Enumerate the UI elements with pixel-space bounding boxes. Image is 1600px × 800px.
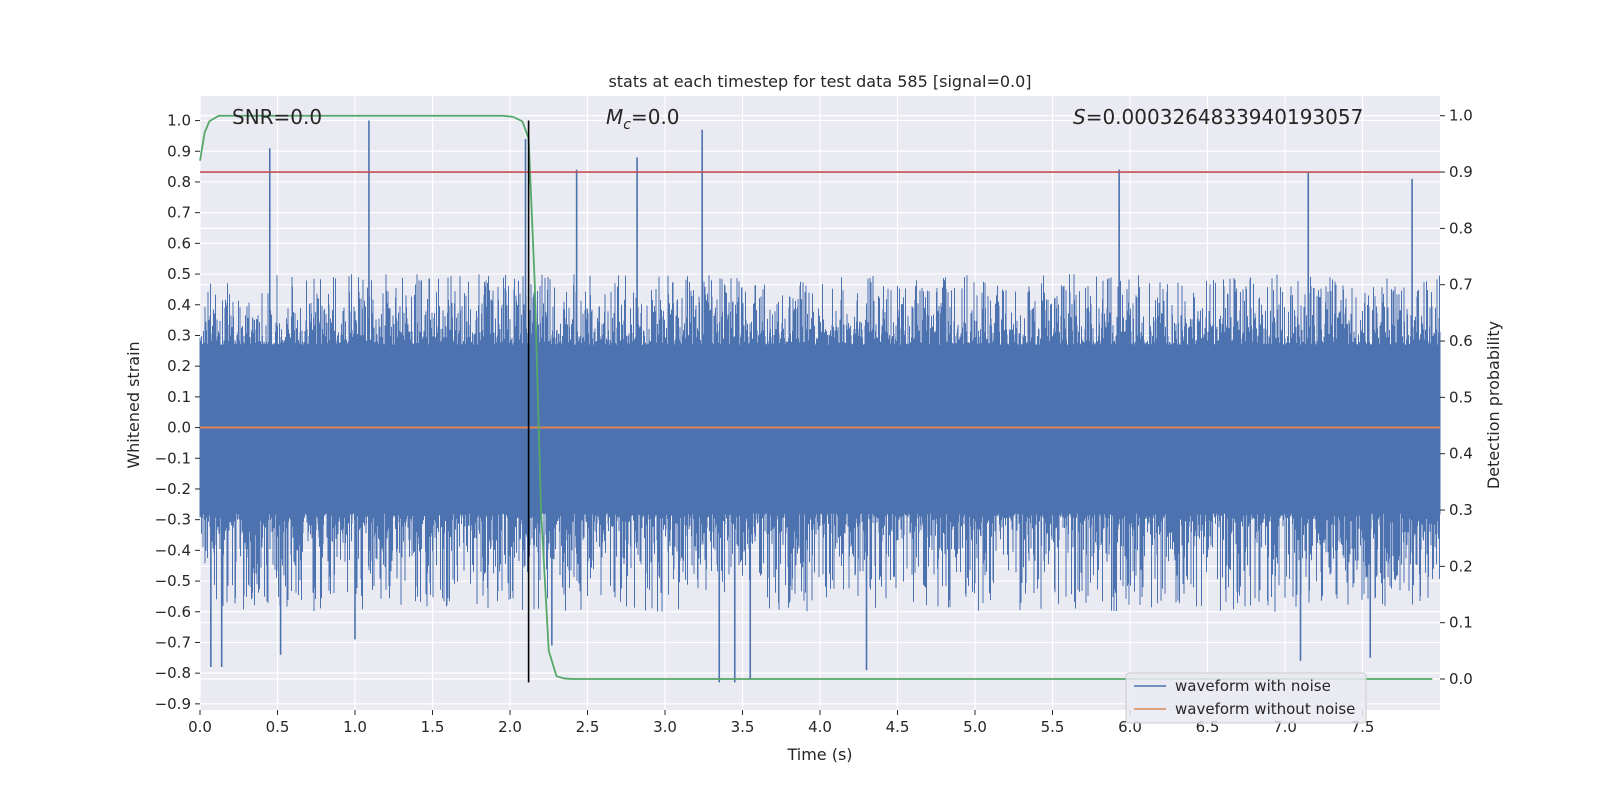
- y2-tick-label-7: 0.3: [1449, 501, 1473, 519]
- y-tick-label-10: 0.0: [167, 419, 191, 437]
- snr-annotation: SNR=0.0: [232, 105, 322, 129]
- x-tick-label-5: 2.5: [576, 718, 600, 736]
- series-waveform-with-noise: [199, 120, 1441, 683]
- y-tick-label-3: 0.7: [167, 204, 191, 222]
- x-tick-label-11: 5.5: [1041, 718, 1065, 736]
- legend-label-waveform-with-noise: waveform with noise: [1175, 677, 1331, 695]
- y-tick-label-13: −0.3: [155, 511, 191, 529]
- x-tick-label-6: 3.0: [653, 718, 677, 736]
- y2-tick-label-10: 0.0: [1449, 670, 1473, 688]
- x-tick-label-3: 1.5: [421, 718, 445, 736]
- x-tick-label-2: 1.0: [343, 718, 367, 736]
- y-tick-label-9: 0.1: [167, 388, 191, 406]
- legend-label-waveform-without-noise: waveform without noise: [1175, 700, 1355, 718]
- y-tick-label-0: 1.0: [167, 112, 191, 130]
- y-tick-label-15: −0.5: [155, 572, 191, 590]
- legend: waveform with noise waveform without noi…: [1125, 672, 1367, 724]
- probability-trace: [199, 114, 1433, 680]
- x-tick-label-4: 2.0: [498, 718, 522, 736]
- y-tick-label-4: 0.6: [167, 234, 191, 252]
- y-tick-label-17: −0.7: [155, 633, 191, 651]
- y2-axis-ticks: 1.0 0.9 0.8 0.7 0.6 0.5 0.4 0.3 0.2 0.1 0.0: [1440, 107, 1473, 688]
- y-axis-ticks: 1.0 0.9 0.8 0.7 0.6 0.5 0.4 0.3 0.2 0.1 0.0 −0.1 −0.…: [155, 112, 200, 713]
- x-tick-label-1: 0.5: [266, 718, 290, 736]
- x-tick-label-9: 4.5: [886, 718, 910, 736]
- y-tick-label-6: 0.4: [167, 296, 191, 314]
- x-axis-label: Time (s): [786, 745, 852, 764]
- y-tick-label-14: −0.4: [155, 541, 191, 559]
- chirp-mass-subscript: c: [623, 117, 631, 133]
- x-tick-label-7: 3.5: [731, 718, 755, 736]
- x-axis-ticks: 0.0 0.5 1.0 1.5 2.0 2.5 3.0 3.5 4.0 4.5 5.0 5.5 6.0 6…: [188, 710, 1374, 736]
- y-tick-label-8: 0.2: [167, 357, 191, 375]
- y2-tick-label-2: 0.8: [1449, 219, 1473, 237]
- y2-tick-label-8: 0.2: [1449, 557, 1473, 575]
- score-value: =0.0003264833940193057: [1086, 105, 1364, 129]
- y-tick-label-5: 0.5: [167, 265, 191, 283]
- y2-tick-label-0: 1.0: [1449, 107, 1473, 125]
- legend-box: [1125, 672, 1367, 724]
- y-tick-label-1: 0.9: [167, 142, 191, 160]
- chirp-mass-annotation: Mc=0.0: [606, 105, 680, 133]
- overlays: [200, 120, 1440, 683]
- y2-tick-label-3: 0.7: [1449, 276, 1473, 294]
- chirp-mass-value: =0.0: [631, 105, 680, 129]
- chart-title: stats at each timestep for test data 585…: [608, 72, 1031, 91]
- y-tick-label-7: 0.3: [167, 326, 191, 344]
- y2-tick-label-4: 0.6: [1449, 332, 1473, 350]
- y-tick-label-11: −0.1: [155, 449, 191, 467]
- score-annotation: S=0.0003264833940193057: [1073, 105, 1363, 129]
- y-tick-label-18: −0.8: [155, 664, 191, 682]
- y2-tick-label-1: 0.9: [1449, 163, 1473, 181]
- chirp-mass-symbol: M: [606, 105, 623, 129]
- y-axis-label: Whitened strain: [124, 341, 143, 468]
- x-tick-label-10: 5.0: [963, 718, 987, 736]
- y2-tick-label-6: 0.4: [1449, 445, 1473, 463]
- y-tick-label-12: −0.2: [155, 480, 191, 498]
- x-tick-label-8: 4.0: [808, 718, 832, 736]
- y2-axis-label: Detection probability: [1484, 321, 1503, 489]
- score-symbol: S: [1073, 105, 1086, 129]
- y-tick-label-19: −0.9: [155, 695, 191, 713]
- y2-tick-label-9: 0.1: [1449, 614, 1473, 632]
- y-tick-label-16: −0.6: [155, 603, 191, 621]
- series-detection-probability: [199, 114, 1433, 680]
- x-tick-label-0: 0.0: [188, 718, 212, 736]
- y-tick-label-2: 0.8: [167, 173, 191, 191]
- y2-tick-label-5: 0.5: [1449, 388, 1473, 406]
